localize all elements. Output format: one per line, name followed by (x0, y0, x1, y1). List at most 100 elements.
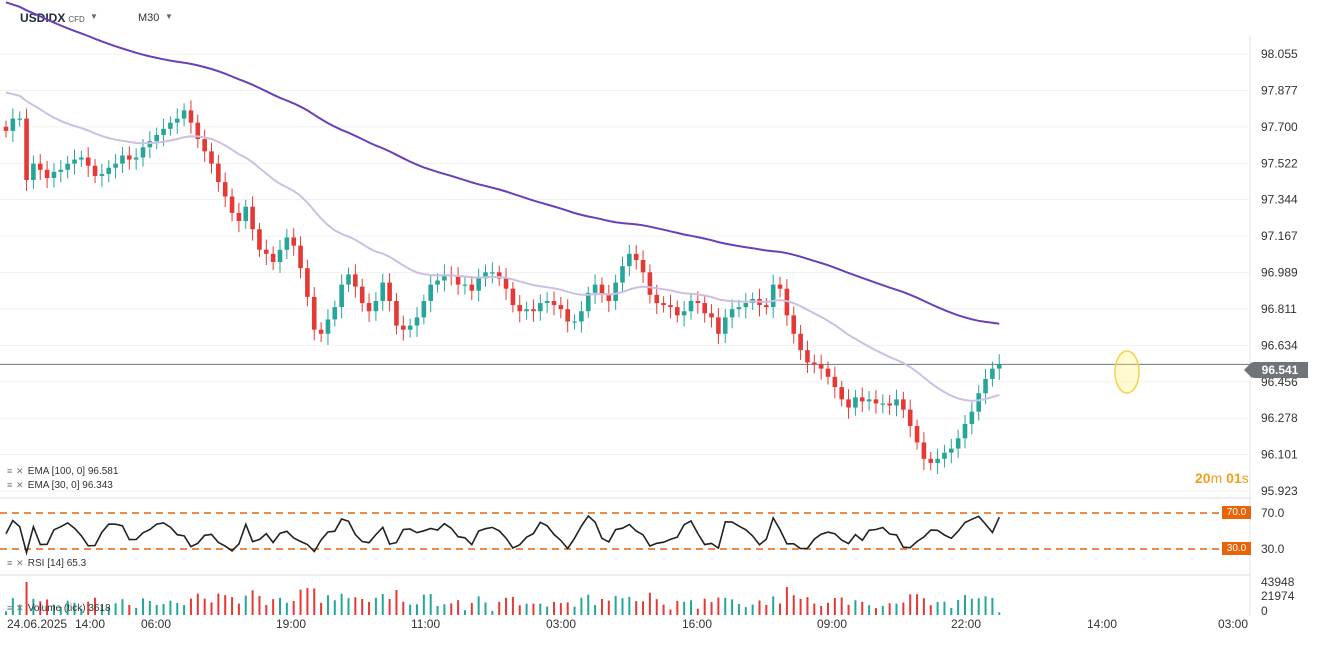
time-axis-label: 24.06.2025 (7, 617, 67, 631)
legend-rsi-text: RSI [14] 65.3 (27, 558, 87, 569)
menu-icon[interactable]: ≡ (7, 480, 13, 490)
close-icon[interactable]: ✕ (16, 603, 24, 613)
rsi-level-30-tag: 30.0 (1222, 542, 1251, 555)
candle-body (387, 282, 392, 301)
legend-rsi[interactable]: ≡ ✕ RSI [14] 65.3 (7, 558, 86, 569)
volume-bar (532, 603, 535, 615)
volume-bar (52, 604, 55, 615)
legend-ema100[interactable]: ≡ ✕ EMA [100, 0] 96.581 (7, 466, 118, 477)
candle-body (585, 292, 591, 312)
candle-body (777, 284, 783, 289)
volume-bar (306, 588, 309, 615)
timeframe-chevron-down-icon[interactable]: ▼ (165, 12, 173, 21)
candle-body (668, 305, 673, 308)
volume-axis-label: 0 (1261, 604, 1268, 618)
candle-body (996, 364, 1002, 369)
candle-body (421, 300, 427, 318)
volume-bar (806, 597, 809, 615)
volume-bar (936, 601, 939, 615)
time-axis-label: 14:00 (1087, 617, 1117, 631)
candle-body (394, 300, 399, 326)
candle-body (633, 253, 639, 260)
candle-body (818, 364, 824, 369)
volume-bar (189, 598, 192, 615)
candle-body (209, 151, 214, 164)
volume-bar (991, 597, 994, 615)
candle-body (236, 212, 242, 222)
candle-body (695, 300, 701, 304)
close-icon[interactable]: ✕ (16, 480, 24, 490)
candle-body (325, 319, 331, 334)
volume-bar (217, 593, 220, 615)
candle-body (675, 307, 680, 316)
legend-ema30-text: EMA [30, 0] 96.343 (27, 480, 113, 491)
menu-icon[interactable]: ≡ (7, 466, 13, 476)
volume-bar (32, 598, 35, 615)
candle-body (127, 155, 132, 160)
current-price-tag: 96.541 (1244, 362, 1308, 378)
candle-body (154, 134, 159, 142)
candle-body (702, 303, 707, 314)
volume-bar (546, 606, 549, 615)
menu-icon[interactable]: ≡ (7, 603, 13, 613)
volume-bar (799, 598, 802, 615)
volume-bar (785, 586, 788, 615)
volume-bar (285, 602, 288, 615)
timeframe-selector[interactable]: M30 (138, 12, 160, 24)
volume-bar (5, 611, 7, 615)
volume-bar (498, 601, 501, 615)
rsi-level-70-tag: 70.0 (1222, 506, 1251, 519)
close-icon[interactable]: ✕ (16, 466, 24, 476)
volume-bar (183, 605, 186, 615)
legend-ema30[interactable]: ≡ ✕ EMA [30, 0] 96.343 (7, 480, 113, 491)
volume-bar (457, 600, 460, 615)
candle-body (962, 423, 968, 439)
candle-body (243, 206, 249, 222)
candle-body (44, 169, 50, 179)
volume-bar (792, 595, 795, 615)
price-axis-label: 97.877 (1261, 83, 1298, 97)
candle-body (880, 403, 886, 405)
candle-body (298, 245, 303, 269)
candle-body (174, 118, 180, 123)
candle-body (613, 282, 618, 301)
candle-body (469, 284, 475, 291)
candle-body (620, 266, 625, 283)
symbol-chevron-down-icon[interactable]: ▼ (90, 12, 98, 21)
time-axis-label: 06:00 (141, 617, 171, 631)
volume-bar (114, 603, 117, 615)
candle-body (538, 303, 543, 312)
time-axis-label: 11:00 (411, 617, 440, 631)
volume-bar (539, 603, 542, 615)
candle-body (284, 237, 290, 250)
volume-bar (265, 604, 268, 615)
volume-bar (710, 602, 713, 615)
volume-bar (690, 600, 692, 615)
volume-bar (600, 598, 603, 615)
candle-body (496, 272, 502, 279)
legend-ema100-text: EMA [100, 0] 96.581 (27, 466, 119, 477)
volume-bar (957, 599, 960, 615)
candle-body (435, 280, 440, 285)
volume-bar (320, 602, 323, 615)
candle-body (37, 163, 43, 170)
candle-body (825, 368, 831, 377)
volume-bar (347, 598, 350, 615)
volume-bar (374, 597, 377, 615)
ema100-line (5, 1, 1000, 325)
candle-body (380, 282, 386, 301)
candle-body (428, 284, 433, 301)
candle-body (133, 157, 139, 160)
close-icon[interactable]: ✕ (16, 558, 24, 568)
volume-bar (758, 600, 761, 615)
candle-body (346, 274, 351, 285)
time-axis-label: 22:00 (951, 617, 981, 631)
volume-bar (361, 598, 364, 615)
menu-icon[interactable]: ≡ (7, 558, 13, 568)
volume-bar (155, 604, 158, 615)
legend-volume[interactable]: ≡ ✕ Volume (tick) 3618 (7, 603, 111, 614)
candle-body (805, 350, 810, 363)
candle-body (866, 399, 872, 402)
candle-body (407, 325, 413, 330)
